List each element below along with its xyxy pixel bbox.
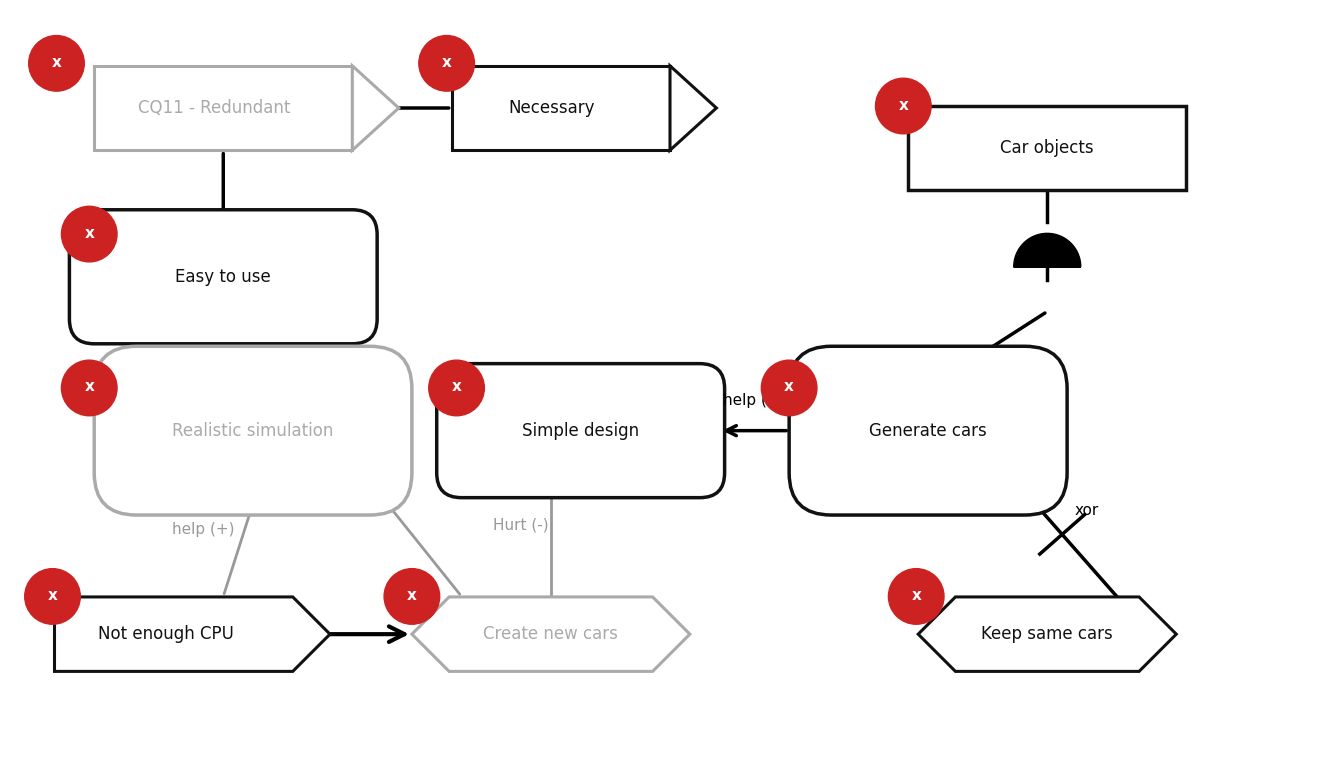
Polygon shape bbox=[412, 597, 690, 671]
Text: Not enough CPU: Not enough CPU bbox=[98, 625, 234, 643]
Text: xor: xor bbox=[1075, 502, 1099, 518]
Polygon shape bbox=[55, 597, 330, 671]
Text: x: x bbox=[452, 379, 462, 394]
Text: x: x bbox=[407, 588, 417, 603]
FancyBboxPatch shape bbox=[94, 66, 353, 150]
Text: x: x bbox=[47, 588, 58, 603]
Circle shape bbox=[429, 360, 484, 416]
Text: Create new cars: Create new cars bbox=[483, 625, 619, 643]
Text: help (+): help (+) bbox=[723, 394, 785, 408]
Text: x: x bbox=[911, 588, 921, 603]
FancyBboxPatch shape bbox=[909, 106, 1186, 190]
Circle shape bbox=[419, 35, 475, 91]
Text: Hurt (-): Hurt (-) bbox=[494, 518, 549, 532]
Text: x: x bbox=[784, 379, 794, 394]
FancyBboxPatch shape bbox=[789, 346, 1067, 515]
Text: x: x bbox=[442, 55, 451, 70]
Text: x: x bbox=[85, 379, 94, 394]
Text: Realistic simulation: Realistic simulation bbox=[172, 421, 334, 440]
Text: x: x bbox=[898, 97, 909, 113]
Circle shape bbox=[24, 568, 81, 624]
FancyBboxPatch shape bbox=[452, 66, 670, 150]
Circle shape bbox=[62, 360, 117, 416]
Polygon shape bbox=[918, 597, 1177, 671]
Polygon shape bbox=[670, 66, 717, 150]
Circle shape bbox=[28, 35, 85, 91]
Circle shape bbox=[875, 78, 931, 134]
Text: x: x bbox=[85, 226, 94, 241]
Circle shape bbox=[384, 568, 440, 624]
Text: CQ11 - Redundant: CQ11 - Redundant bbox=[138, 99, 290, 117]
Text: Keep same cars: Keep same cars bbox=[981, 625, 1113, 643]
Polygon shape bbox=[1013, 234, 1080, 267]
FancyBboxPatch shape bbox=[94, 346, 412, 515]
FancyBboxPatch shape bbox=[70, 210, 377, 344]
Text: help (+): help (+) bbox=[172, 522, 235, 538]
Circle shape bbox=[888, 568, 943, 624]
Text: Car objects: Car objects bbox=[1000, 139, 1094, 157]
Text: Simple design: Simple design bbox=[522, 421, 639, 440]
Text: Easy to use: Easy to use bbox=[176, 268, 271, 286]
Text: Necessary: Necessary bbox=[509, 99, 595, 117]
Circle shape bbox=[62, 206, 117, 262]
Text: x: x bbox=[51, 55, 62, 70]
Polygon shape bbox=[353, 66, 399, 150]
FancyBboxPatch shape bbox=[436, 364, 725, 498]
Circle shape bbox=[761, 360, 817, 416]
Text: Generate cars: Generate cars bbox=[870, 421, 986, 440]
